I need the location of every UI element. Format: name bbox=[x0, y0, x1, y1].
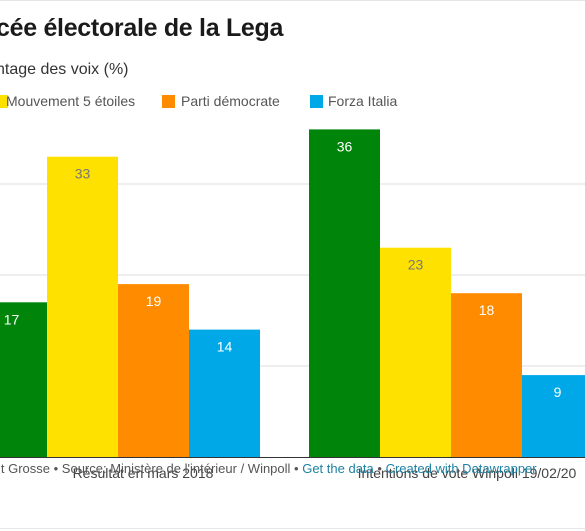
legend-swatch-fi bbox=[310, 95, 323, 108]
bottom-border bbox=[0, 528, 585, 529]
bar bbox=[118, 284, 189, 457]
footer-credit: lt Grosse • Source: Ministère de l'intér… bbox=[0, 461, 299, 476]
data-label: 9 bbox=[554, 384, 562, 400]
footer-separator: • bbox=[377, 461, 382, 476]
legend-swatch-pd bbox=[162, 95, 175, 108]
data-label: 18 bbox=[479, 302, 495, 318]
bar bbox=[47, 156, 118, 457]
legend-label-m5s: Mouvement 5 étoiles bbox=[6, 93, 136, 109]
bar bbox=[522, 375, 585, 457]
legend-label-fi: Forza Italia bbox=[328, 93, 398, 109]
data-label: 17 bbox=[4, 311, 20, 327]
legend-swatch-m5s bbox=[0, 95, 8, 108]
get-data-link[interactable]: Get the data bbox=[302, 461, 374, 476]
data-label: 23 bbox=[408, 257, 424, 273]
bar bbox=[0, 302, 47, 457]
bar bbox=[451, 293, 522, 457]
data-label: 36 bbox=[337, 138, 353, 154]
bar bbox=[309, 129, 380, 457]
legend-label-pd: Parti démocrate bbox=[181, 93, 280, 109]
data-label: 19 bbox=[146, 293, 162, 309]
chart-subtitle: ntage des voix (%) bbox=[0, 61, 129, 78]
top-border bbox=[0, 0, 585, 1]
footer: lt Grosse • Source: Ministère de l'intér… bbox=[0, 461, 537, 476]
data-label: 33 bbox=[75, 166, 91, 182]
bar bbox=[380, 247, 451, 457]
data-label: 14 bbox=[217, 339, 233, 355]
bar bbox=[189, 329, 260, 457]
created-with-link[interactable]: Created with Datawrapper bbox=[385, 461, 537, 476]
category-label: Intentions de vote Winpoll 19/02/20 bbox=[358, 465, 577, 481]
category-label: Résultat en mars 2018 bbox=[73, 465, 214, 481]
chart-title: cée électorale de la Lega bbox=[0, 14, 284, 42]
